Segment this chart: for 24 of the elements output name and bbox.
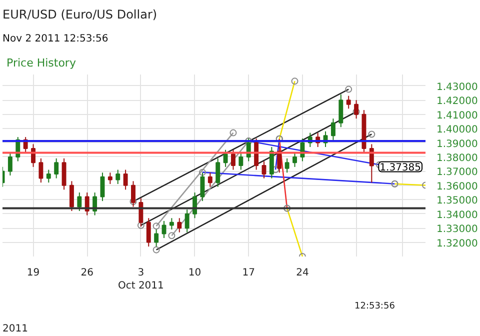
y-tick-label: 1.37000 (436, 167, 478, 178)
chart-subtitle: Nov 2 2011 12:53:56 (2, 34, 108, 44)
y-tick-label: 1.36000 (436, 181, 478, 192)
y-tick-label: 1.39000 (436, 138, 478, 150)
y-tick-label: 1.41000 (436, 110, 478, 122)
x-tick-label: 26 (80, 268, 94, 278)
y-tick-label: 1.42000 (436, 96, 478, 108)
x-tick-label: 24 (296, 268, 309, 278)
chart-title: EUR/USD (Euro/US Dollar) (2, 8, 158, 22)
x-tick-label: 10 (188, 268, 202, 278)
y-tick-label: 1.32000 (436, 238, 478, 250)
y-tick-label: 1.35000 (436, 196, 478, 207)
y-tick-label: 1.34000 (436, 210, 478, 221)
x-tick-label: 19 (26, 268, 40, 278)
annotation: 1.37385 (380, 162, 422, 174)
y-tick-label: 1.38000 (436, 152, 478, 164)
x-tick-label: 3 Oct 2011 (118, 268, 164, 292)
y-tick-label: 1.40000 (436, 124, 478, 136)
y-tick-label: 1.33000 (436, 224, 478, 236)
y-tick-label: 1.43000 (436, 82, 478, 93)
text: 2011 (2, 324, 28, 334)
x-tick-label: 17 (242, 268, 255, 278)
text: 12:53:56 (354, 302, 396, 312)
text: Price History (6, 56, 76, 70)
